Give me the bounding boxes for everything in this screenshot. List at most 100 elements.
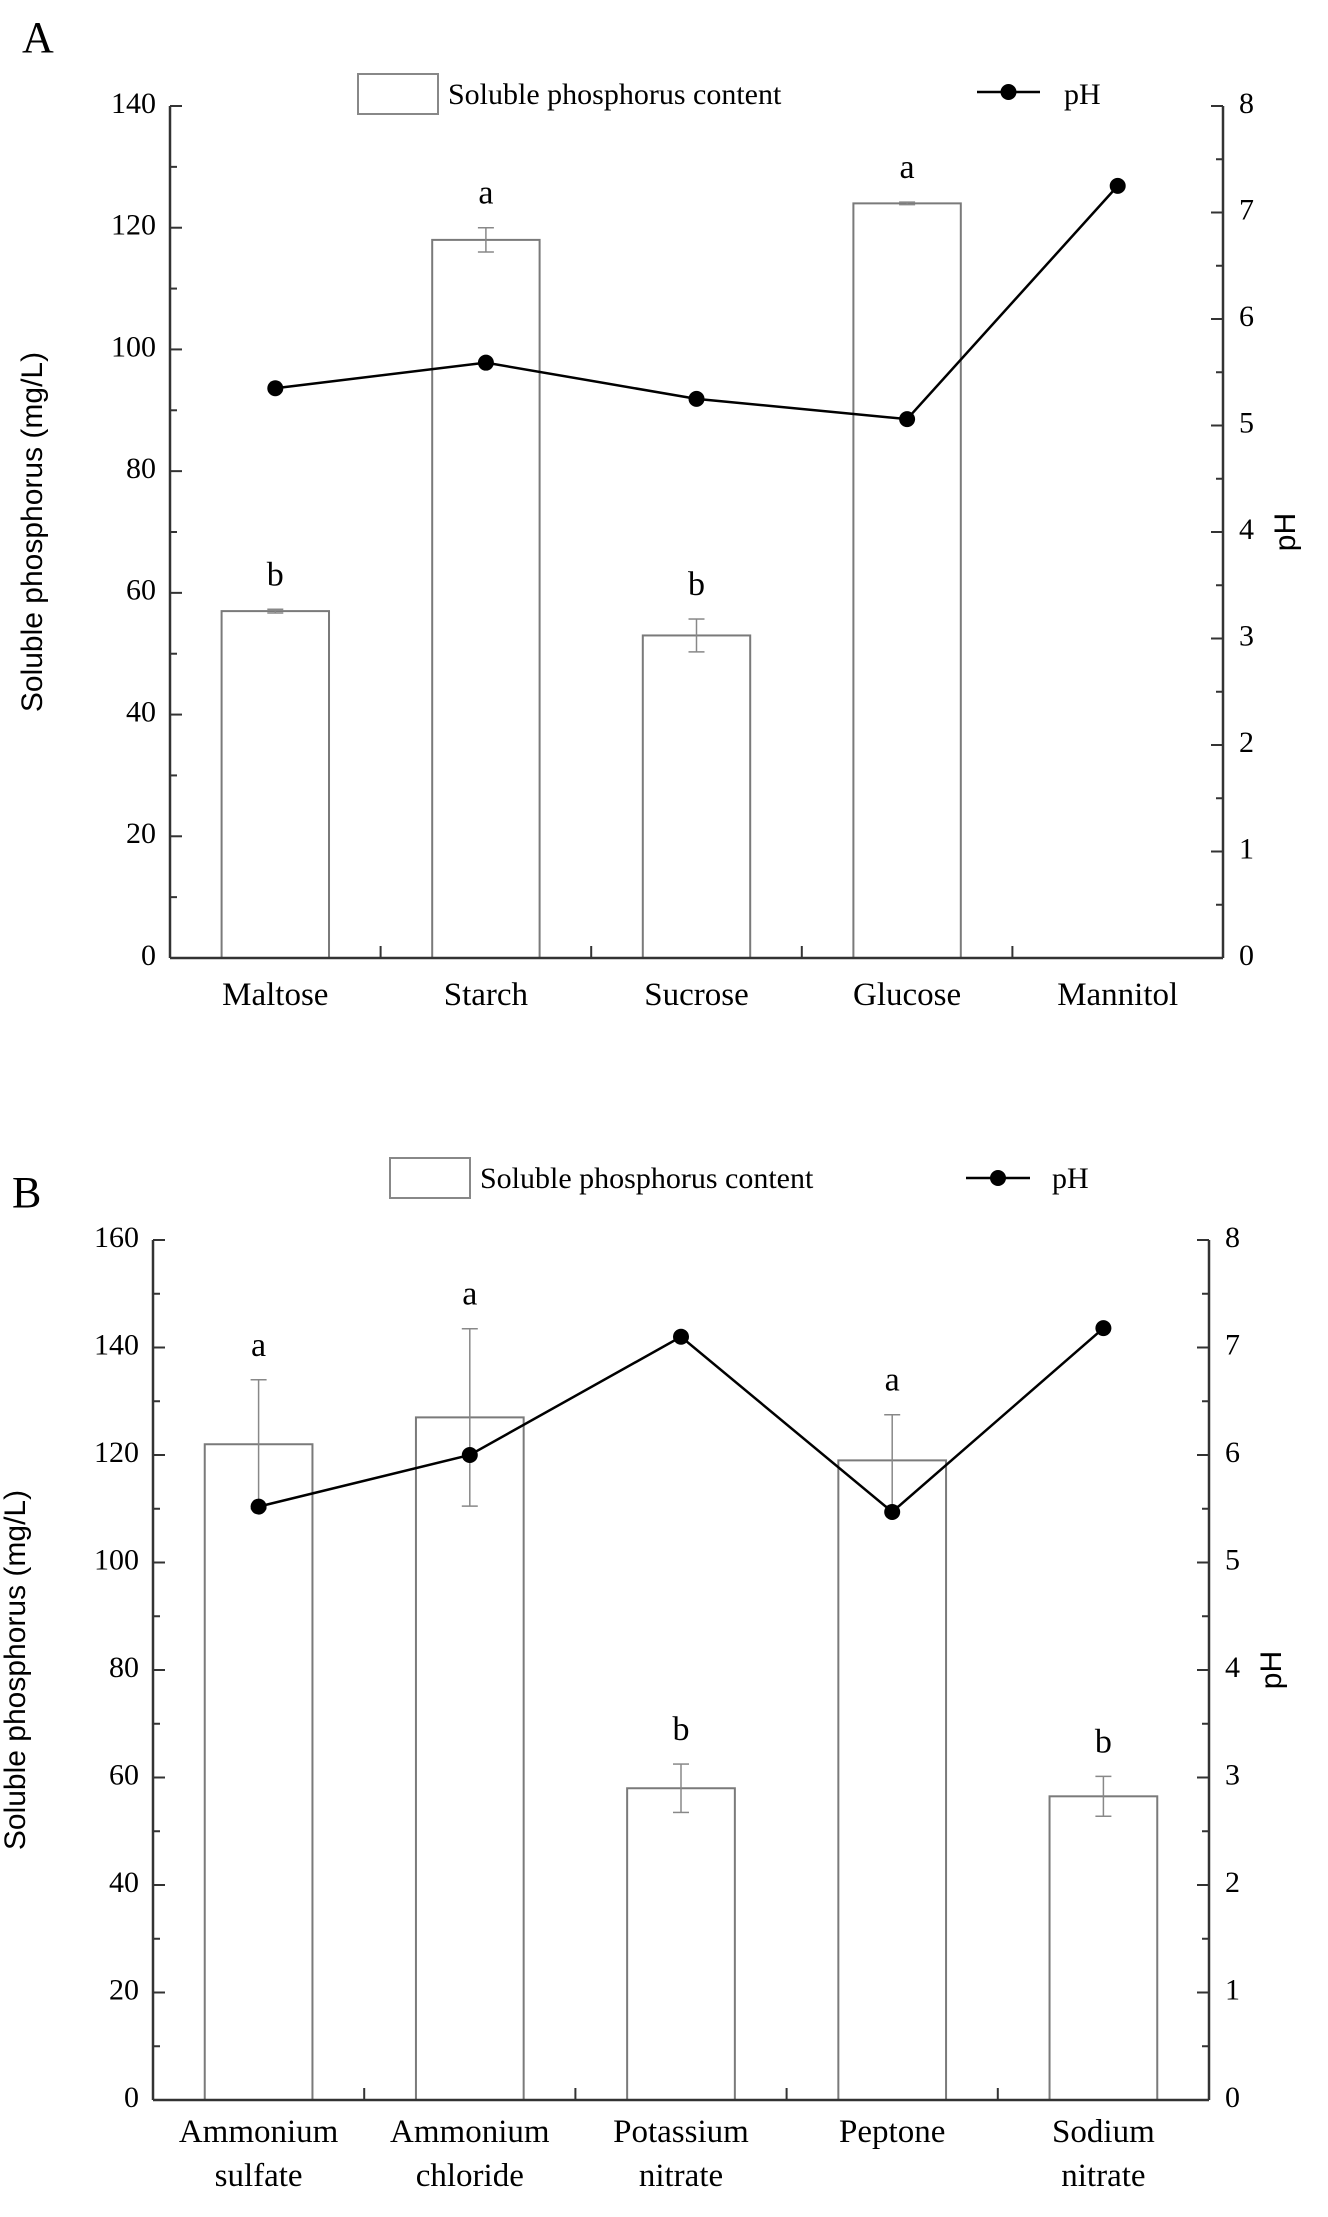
y2-tick-label: 3 — [1239, 619, 1254, 652]
x-tick-label: Maltose — [222, 977, 328, 1013]
y-tick-label: 120 — [94, 1436, 139, 1469]
y-tick-label: 100 — [94, 1543, 139, 1576]
y2-tick-label: 5 — [1225, 1543, 1240, 1576]
y2-tick-label: 8 — [1225, 1221, 1240, 1254]
ph-point — [688, 390, 705, 407]
y2-axis-title: pH — [1269, 513, 1302, 551]
y-tick-label: 20 — [126, 817, 156, 850]
y-tick-label: 60 — [126, 574, 156, 607]
ph-point — [267, 380, 284, 397]
ph-point — [1095, 1320, 1112, 1337]
y-tick-label: 80 — [109, 1651, 139, 1684]
x-tick-label: Potassium nitrate — [613, 2114, 749, 2194]
x-tick-label-line: Glucose — [853, 977, 961, 1013]
y2-tick-label: 2 — [1225, 1866, 1240, 1899]
y-tick-label: 0 — [141, 939, 156, 972]
ph-line — [258, 1327, 1105, 1514]
bar — [641, 634, 752, 959]
y2-tick-label: 7 — [1225, 1328, 1240, 1361]
bar — [852, 202, 962, 960]
panel-letter: A — [22, 13, 54, 62]
significance-label: a — [251, 1327, 266, 1364]
ph-line — [275, 185, 1119, 421]
y-axis-title: Soluble phosphorus (mg/L) — [0, 1490, 32, 1850]
y2-tick-label: 2 — [1239, 726, 1254, 759]
significance-label: a — [478, 175, 493, 212]
legend-line-marker — [990, 1170, 1006, 1186]
y2-tick-label: 0 — [1239, 939, 1254, 972]
y2-tick-label: 4 — [1239, 513, 1254, 546]
ph-point — [673, 1328, 689, 1345]
chart-panel-a: Ab a b a 0 20 40 60 80 100 120 140 0 1 2 3 4 5 6 7 8 Maltose S… — [16, 13, 1302, 1013]
legend-line-marker — [1000, 84, 1017, 100]
x-tick-label: Starch — [444, 977, 529, 1013]
y-tick-label: 40 — [109, 1866, 139, 1899]
x-tick-label: Sucrose — [644, 977, 748, 1013]
x-tick-label-line: nitrate — [1061, 2158, 1145, 2194]
significance-label: b — [673, 1711, 690, 1748]
legend-bar-label: Soluble phosphorus content — [480, 1162, 814, 1195]
legend-bar-swatch — [389, 1157, 471, 1199]
bar — [626, 1787, 736, 2101]
y-tick-label: 160 — [94, 1221, 139, 1254]
legend-line-label: pH — [1064, 78, 1101, 111]
y-tick-label: 80 — [126, 452, 156, 485]
x-tick-label-line: sulfate — [215, 2158, 303, 2194]
x-tick-label-line: Maltose — [222, 977, 328, 1013]
y-tick-label: 140 — [94, 1328, 139, 1361]
bar — [431, 238, 541, 959]
y-axis-title: Soluble phosphorus (mg/L) — [16, 352, 49, 712]
bar — [837, 1459, 948, 2101]
bar — [220, 610, 331, 959]
y2-tick-label: 1 — [1225, 1973, 1240, 2006]
x-tick-label: Glucose — [853, 977, 961, 1013]
significance-label: a — [900, 149, 915, 186]
bar — [203, 1443, 314, 2101]
y2-tick-label: 8 — [1239, 87, 1254, 120]
y-tick-label: 100 — [111, 330, 156, 363]
y2-tick-label: 3 — [1225, 1758, 1240, 1791]
x-tick-label: Mannitol — [1057, 977, 1178, 1013]
x-tick-label-line: Potassium — [613, 2114, 749, 2150]
ph-point — [899, 411, 916, 428]
x-tick-label: Peptone — [839, 2114, 945, 2150]
legend-line-label: pH — [1052, 1162, 1089, 1195]
x-tick-label: Ammonium chloride — [390, 2114, 550, 2194]
ph-point — [250, 1498, 267, 1515]
x-tick-label: Ammonium sulfate — [179, 2114, 339, 2194]
y2-tick-label: 6 — [1225, 1436, 1240, 1469]
significance-label: b — [267, 556, 284, 593]
y-tick-label: 140 — [111, 87, 156, 120]
x-tick-label-line: Starch — [444, 977, 529, 1013]
x-tick-label-line: Sucrose — [644, 977, 748, 1013]
x-tick-label-line: nitrate — [639, 2158, 723, 2194]
y-tick-label: 20 — [109, 1973, 139, 2006]
x-tick-label-line: Ammonium — [390, 2114, 550, 2150]
y-tick-label: 60 — [109, 1758, 139, 1791]
significance-label: a — [462, 1276, 477, 1313]
y-tick-label: 120 — [111, 209, 156, 242]
x-tick-label-line: chloride — [416, 2158, 524, 2194]
panel-letter: B — [12, 1168, 41, 1217]
y-tick-label: 0 — [124, 2081, 139, 2114]
chart-panel-b: Ba a b a b 0 20 40 60 80 100 120 140 160 0 1 2 3 4 5 6 7 8 Ammo… — [0, 1157, 1288, 2194]
x-tick-label-line: Ammonium — [179, 2114, 339, 2150]
y2-axis-title: pH — [1255, 1651, 1288, 1689]
legend-bar-swatch — [357, 73, 439, 115]
bar — [1048, 1795, 1159, 2101]
significance-label: b — [1095, 1723, 1112, 1760]
significance-label: a — [885, 1362, 900, 1399]
x-tick-label-line: Mannitol — [1057, 977, 1178, 1013]
legend-bar-label: Soluble phosphorus content — [448, 78, 782, 111]
ph-point — [477, 354, 494, 371]
y2-tick-label: 6 — [1239, 300, 1254, 333]
bar — [414, 1416, 525, 2101]
y2-tick-label: 7 — [1239, 193, 1254, 226]
y2-tick-label: 5 — [1239, 406, 1254, 439]
y-tick-label: 40 — [126, 695, 156, 728]
ph-point — [884, 1503, 901, 1520]
significance-label: b — [688, 566, 705, 603]
y2-tick-label: 0 — [1225, 2081, 1240, 2114]
y2-tick-label: 4 — [1225, 1651, 1240, 1684]
